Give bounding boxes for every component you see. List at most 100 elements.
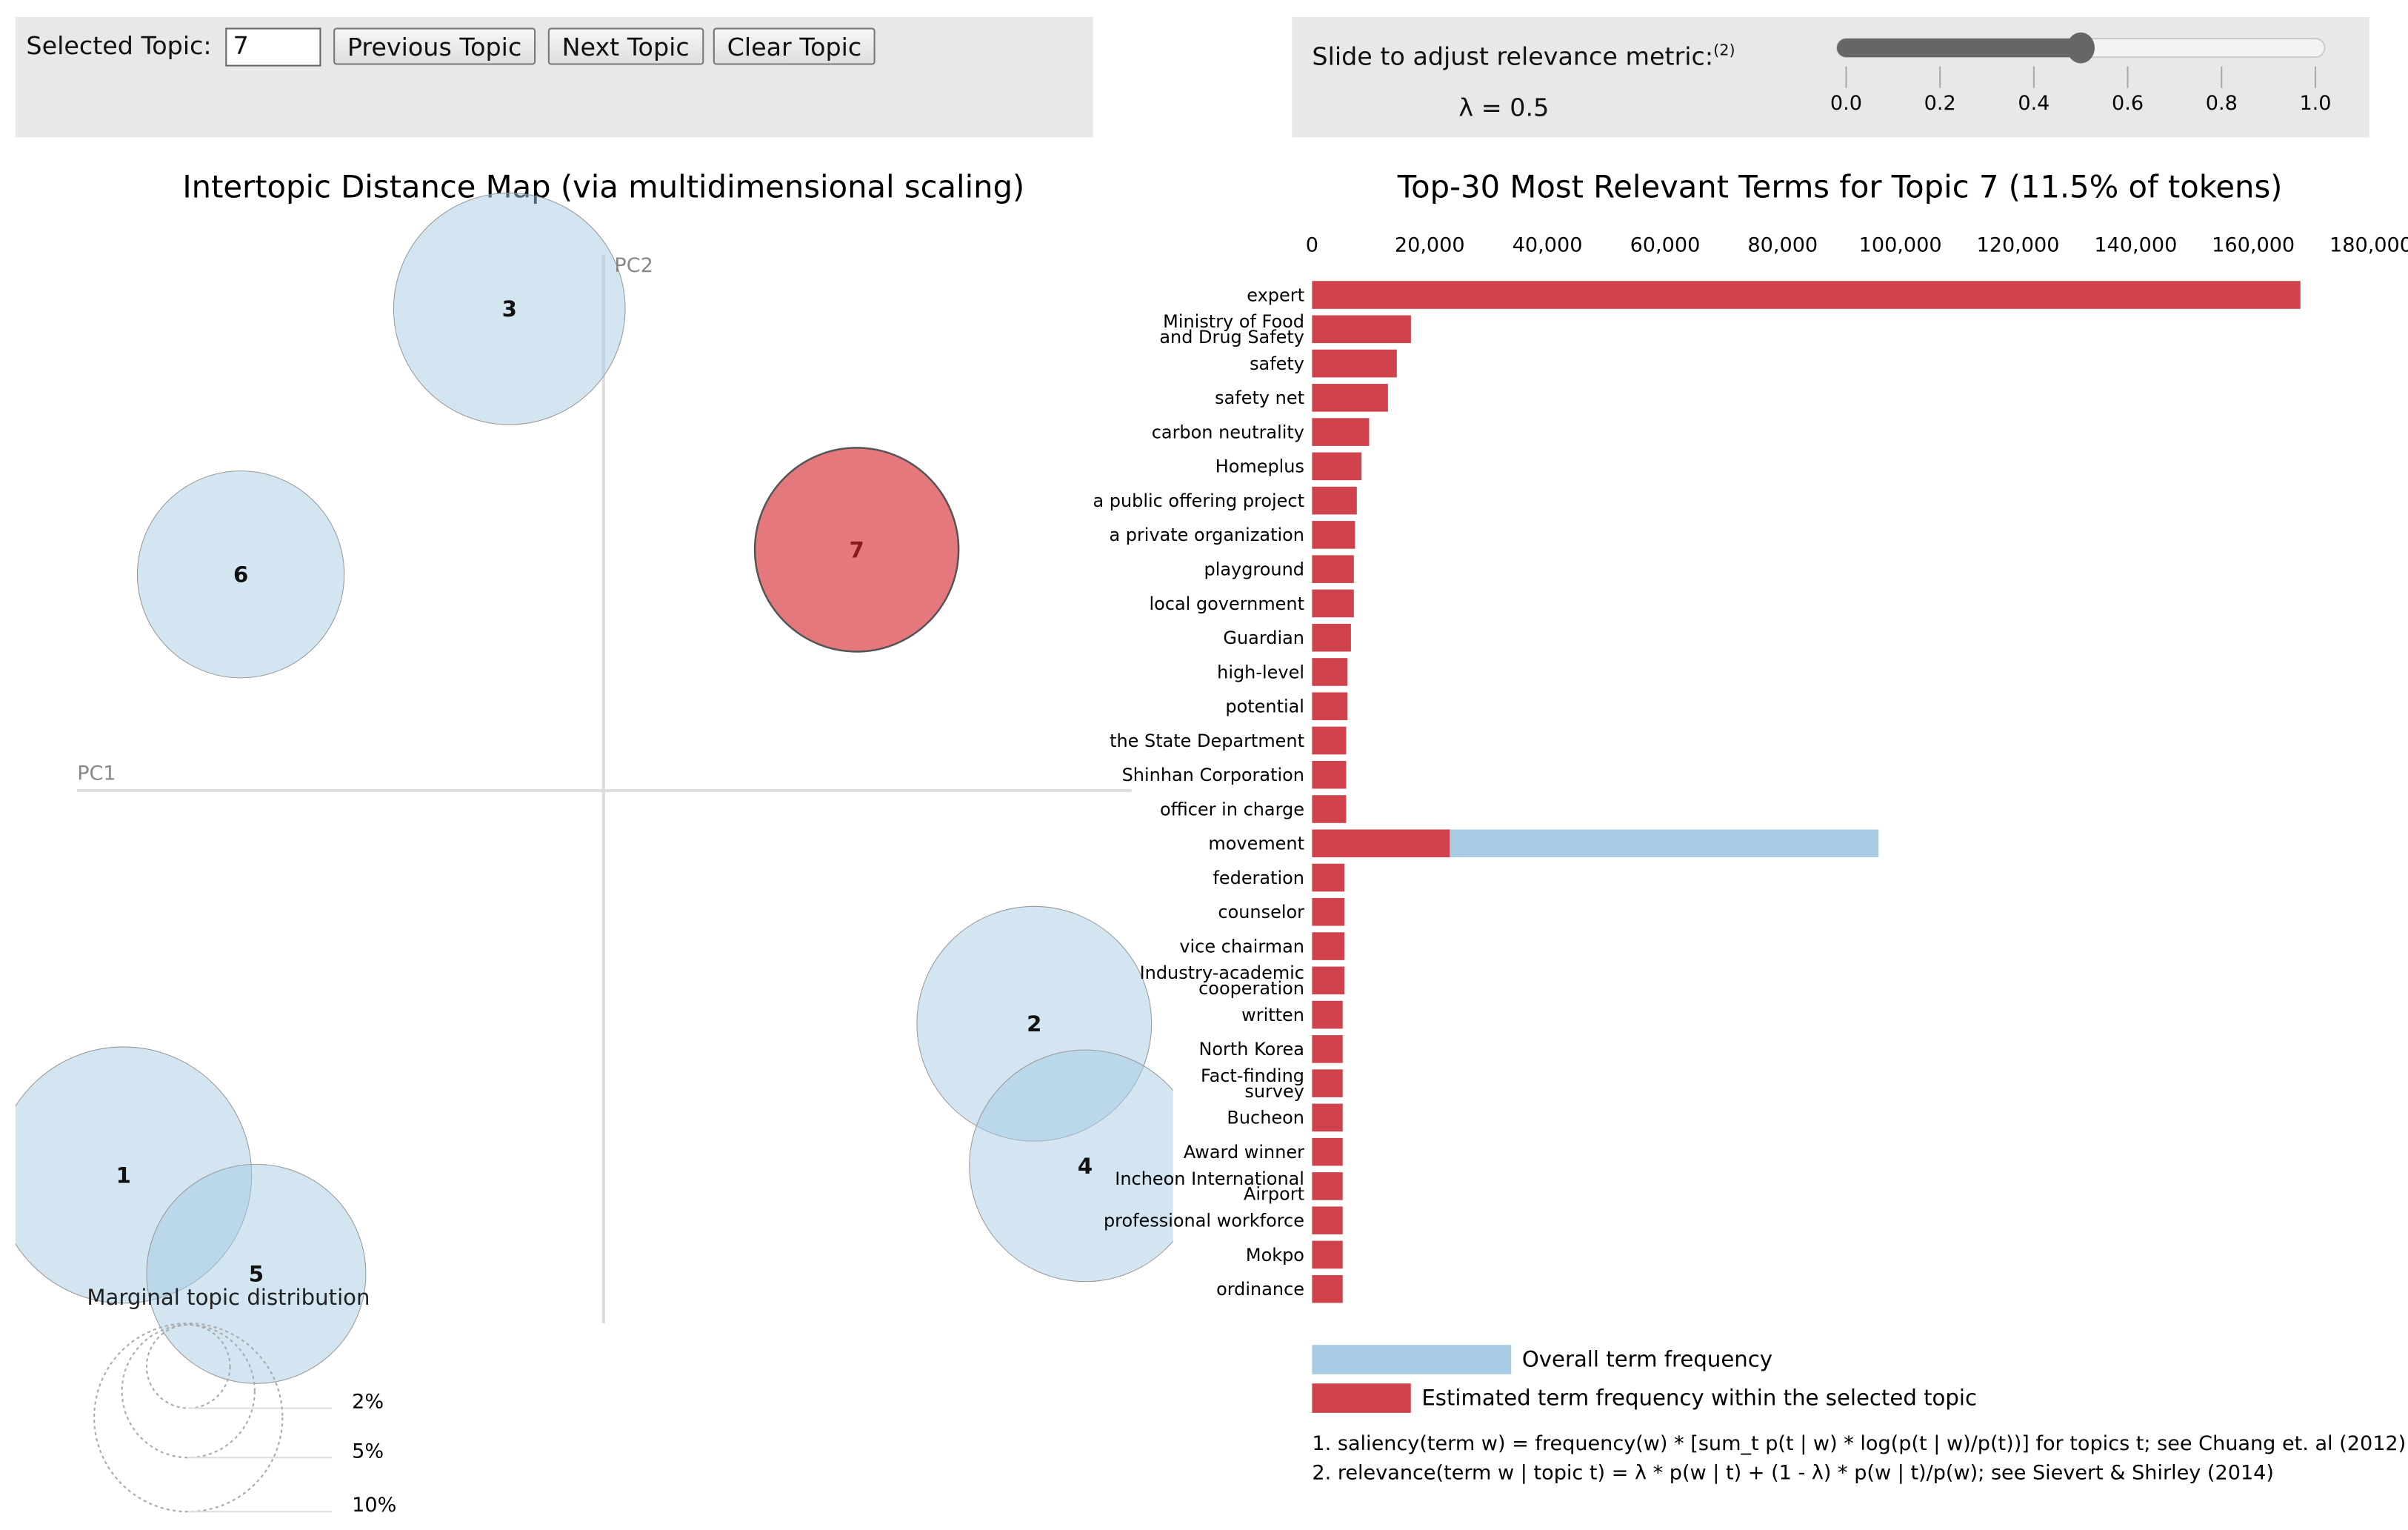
term-label[interactable]: professional workforce: [1104, 1211, 1304, 1231]
term-label[interactable]: vice chairman: [1179, 936, 1304, 957]
term-label[interactable]: Bucheon: [1227, 1108, 1304, 1128]
intertopic-distance-map: Intertopic Distance Map (via multidimens…: [15, 169, 1173, 1517]
clear-topic-button[interactable]: Clear Topic: [713, 27, 876, 65]
bar-topic[interactable]: [1312, 966, 1345, 995]
term-label[interactable]: safety: [1250, 353, 1304, 374]
term-label[interactable]: ordinance: [1216, 1279, 1304, 1300]
topic-circle-3[interactable]: [393, 192, 626, 425]
bar-topic[interactable]: [1312, 315, 1411, 344]
bar-topic[interactable]: [1312, 1274, 1343, 1303]
x-tick-label: 180,000: [2329, 234, 2408, 257]
slider-footnote: (2): [1713, 42, 1735, 60]
selected-topic-label: Selected Topic:: [26, 30, 212, 61]
term-label[interactable]: Ministry of Food and Drug Safety: [1159, 311, 1304, 347]
topic-circle-4[interactable]: [969, 1049, 1173, 1283]
term-label[interactable]: Award winner: [1184, 1142, 1304, 1163]
topic-circle-5[interactable]: [146, 1163, 367, 1384]
term-label-line: survey: [1244, 1081, 1304, 1102]
term-label[interactable]: a private organization: [1109, 525, 1304, 545]
term-label[interactable]: federation: [1213, 868, 1304, 888]
bar-topic[interactable]: [1312, 1172, 1343, 1200]
term-label[interactable]: the State Department: [1110, 731, 1304, 751]
bar-topic[interactable]: [1312, 1035, 1343, 1063]
selected-topic-input[interactable]: 7: [225, 27, 321, 67]
bar-topic[interactable]: [1312, 795, 1347, 823]
term-label[interactable]: Fact-finding survey: [1201, 1065, 1304, 1102]
footnote: 2. relevance(term w | topic t) = λ * p(w…: [1312, 1461, 2274, 1484]
slider-tick-label: 0.2: [1924, 92, 1956, 115]
size-legend-circle: [145, 1324, 231, 1409]
slider-tick-label: 1.0: [2299, 92, 2331, 115]
bar-topic[interactable]: [1312, 555, 1354, 583]
term-label[interactable]: playground: [1204, 559, 1304, 579]
bar-topic[interactable]: [1312, 1000, 1343, 1029]
x-tick-label: 40,000: [1512, 234, 1583, 257]
bar-topic[interactable]: [1312, 521, 1355, 549]
slider-thumb[interactable]: [2067, 32, 2095, 64]
bar-topic[interactable]: [1312, 384, 1388, 412]
topic-circles: [15, 192, 1173, 1384]
bar-topic[interactable]: [1312, 692, 1348, 720]
pc1-label: PC1: [77, 762, 116, 785]
previous-topic-button[interactable]: Previous Topic: [333, 27, 536, 65]
bar-topic[interactable]: [1312, 589, 1354, 618]
term-label-line: Industry-academic: [1140, 962, 1304, 983]
bar-topic[interactable]: [1312, 932, 1345, 960]
term-label[interactable]: written: [1241, 1005, 1304, 1025]
term-label[interactable]: Mokpo: [1246, 1245, 1304, 1265]
term-label[interactable]: potential: [1225, 696, 1304, 717]
bar-topic[interactable]: [1312, 726, 1347, 755]
x-tick-label: 20,000: [1395, 234, 1465, 257]
topic-label-3: 3: [502, 296, 517, 322]
bar-topic[interactable]: [1312, 1206, 1343, 1234]
bar-topic[interactable]: [1312, 863, 1345, 892]
bar-topic[interactable]: [1312, 1103, 1343, 1132]
bar-topic[interactable]: [1312, 1137, 1343, 1166]
topic-label-5: 5: [249, 1262, 264, 1287]
bar-topic[interactable]: [1312, 349, 1397, 378]
bar-topic[interactable]: [1312, 281, 2301, 309]
term-label[interactable]: officer in charge: [1160, 799, 1304, 819]
bar-topic[interactable]: [1312, 658, 1348, 686]
bar-topic[interactable]: [1312, 418, 1370, 446]
size-legend-label: 5%: [352, 1440, 384, 1463]
bar-topic[interactable]: [1312, 1240, 1343, 1269]
term-label[interactable]: Industry-academic cooperation: [1140, 962, 1304, 999]
term-label[interactable]: movement: [1208, 834, 1304, 854]
term-label-line: Airport: [1244, 1184, 1304, 1205]
term-label[interactable]: Guardian: [1223, 628, 1304, 648]
term-label[interactable]: Homeplus: [1215, 456, 1304, 477]
term-label[interactable]: counselor: [1218, 902, 1304, 922]
size-legend-circle: [121, 1324, 256, 1459]
term-label[interactable]: North Korea: [1198, 1039, 1304, 1060]
topic-circle-6[interactable]: [136, 470, 345, 679]
lambda-value: λ = 0.5: [1458, 93, 1550, 122]
term-label[interactable]: Incheon International Airport: [1115, 1168, 1304, 1205]
term-label[interactable]: high-level: [1217, 662, 1304, 682]
term-label[interactable]: local government: [1150, 593, 1304, 614]
bar-topic[interactable]: [1312, 760, 1347, 789]
relevant-terms-chart: Top-30 Most Relevant Terms for Topic 7 (…: [1093, 169, 2408, 1485]
relevance-panel: [1292, 16, 2369, 138]
slider-tick-label: 0.4: [2018, 92, 2050, 115]
term-label-line: and Drug Safety: [1159, 327, 1304, 347]
term-label[interactable]: a public offering project: [1093, 490, 1304, 511]
bar-topic[interactable]: [1312, 452, 1362, 481]
term-label[interactable]: carbon neutrality: [1152, 422, 1304, 442]
legend-overall-label: Overall term frequency: [1522, 1346, 1772, 1371]
term-label[interactable]: Shinhan Corporation: [1122, 765, 1304, 785]
topic-label-1: 1: [116, 1163, 131, 1188]
term-label[interactable]: expert: [1247, 285, 1304, 305]
bar-topic[interactable]: [1312, 486, 1357, 515]
x-tick-label: 140,000: [2094, 234, 2177, 257]
next-topic-button[interactable]: Next Topic: [547, 27, 704, 65]
bar-topic[interactable]: [1312, 898, 1345, 926]
relevance-slider[interactable]: 0.0 0.2 0.4 0.6 0.8 1.0: [1821, 23, 2347, 131]
topic-label-4: 4: [1078, 1154, 1093, 1179]
term-label-line: Incheon International: [1115, 1168, 1304, 1189]
term-label[interactable]: safety net: [1215, 388, 1304, 408]
bar-topic[interactable]: [1312, 1069, 1343, 1097]
bar-topic[interactable]: [1312, 829, 1450, 858]
topic-circle-7[interactable]: [753, 447, 960, 653]
bar-topic[interactable]: [1312, 623, 1351, 652]
